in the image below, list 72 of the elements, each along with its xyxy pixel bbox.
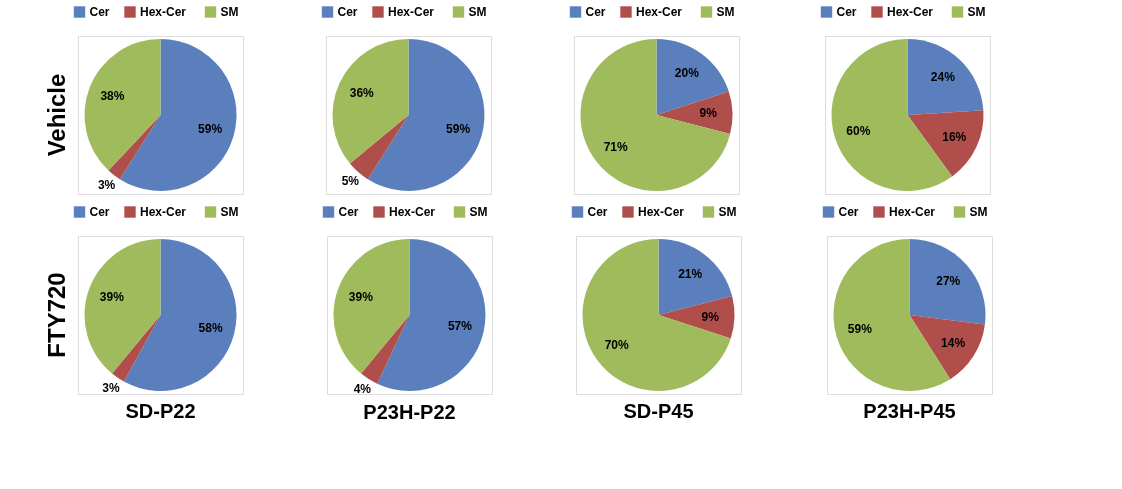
data-label: 59%: [446, 122, 471, 137]
pie-slice: [112, 315, 161, 382]
pie-slice: [656, 91, 733, 134]
legend-label: Cer: [337, 5, 358, 19]
text: P23H-P22: [363, 401, 456, 424]
legend-label: Hex-Cer: [140, 5, 187, 19]
legend-label: Cer: [838, 205, 859, 219]
legend-label: Hex-Cer: [889, 205, 936, 219]
data-label: 20%: [674, 66, 700, 81]
legend-label: SM: [716, 5, 735, 19]
data-label: 5%: [341, 174, 360, 189]
data-label: 24%: [930, 70, 956, 85]
data-label: 3%: [102, 380, 121, 395]
legend-label: Hex-Cer: [389, 205, 436, 219]
pie-slice: [907, 39, 984, 115]
legend-label: Cer: [836, 5, 857, 19]
pie-slice: [656, 39, 729, 115]
legend-label: Hex-Cer: [636, 5, 683, 19]
legend-label: Cer: [89, 205, 110, 219]
pie-slice: [909, 239, 986, 325]
data-label: 4%: [353, 382, 372, 397]
data-label: 14%: [941, 335, 966, 350]
pie-slice: [907, 110, 984, 177]
pie-slice: [582, 239, 731, 391]
pie-slice: [361, 315, 410, 384]
data-label: 60%: [846, 123, 871, 138]
data-label: 3%: [97, 177, 116, 192]
legend-label: SM: [468, 5, 487, 19]
pie-slice: [84, 239, 161, 374]
legend-label: Hex-Cer: [638, 205, 685, 219]
legend-label: SM: [967, 5, 986, 19]
legend-label: Hex-Cer: [887, 5, 934, 19]
data-label: 36%: [349, 86, 375, 100]
data-label: 57%: [447, 319, 473, 334]
data-label: 39%: [99, 290, 125, 305]
data-label: 9%: [699, 106, 718, 121]
pie-slice: [580, 39, 731, 191]
data-label: 21%: [678, 267, 703, 282]
data-label: 39%: [348, 290, 374, 305]
data-label: 9%: [701, 309, 720, 324]
pie-slice: [658, 296, 735, 339]
data-label: 70%: [604, 338, 630, 353]
pie-slice: [84, 39, 161, 171]
data-label: 16%: [942, 130, 967, 144]
legend-label: Cer: [89, 5, 110, 19]
legend-label: Cer: [587, 205, 608, 219]
pie-slice: [332, 39, 409, 164]
data-label: 71%: [603, 139, 628, 154]
legend-label: SM: [220, 205, 239, 219]
pie-slice: [108, 115, 161, 180]
legend-label: SM: [718, 205, 737, 219]
text: FTY720: [43, 272, 70, 358]
pie-slice: [909, 315, 985, 380]
legend-label: SM: [469, 205, 488, 219]
text: P23H-P45: [863, 400, 956, 422]
legend-label: Hex-Cer: [388, 5, 435, 19]
legend-label: SM: [969, 205, 988, 219]
data-label: 38%: [100, 88, 125, 103]
legend-label: Cer: [585, 5, 606, 19]
text: SD-P45: [623, 400, 694, 422]
pie-slice: [377, 239, 486, 391]
data-label: 59%: [198, 122, 223, 137]
data-label: 27%: [936, 273, 961, 288]
text: Vehicle: [43, 73, 70, 157]
legend-label: Cer: [338, 205, 359, 219]
data-label: 58%: [198, 320, 223, 335]
pie-slice: [123, 239, 237, 391]
legend-label: SM: [220, 5, 239, 19]
pie-slice: [333, 239, 410, 374]
data-label: 59%: [847, 322, 873, 337]
legend-label: Hex-Cer: [140, 205, 187, 219]
text: SD-P22: [125, 400, 196, 422]
